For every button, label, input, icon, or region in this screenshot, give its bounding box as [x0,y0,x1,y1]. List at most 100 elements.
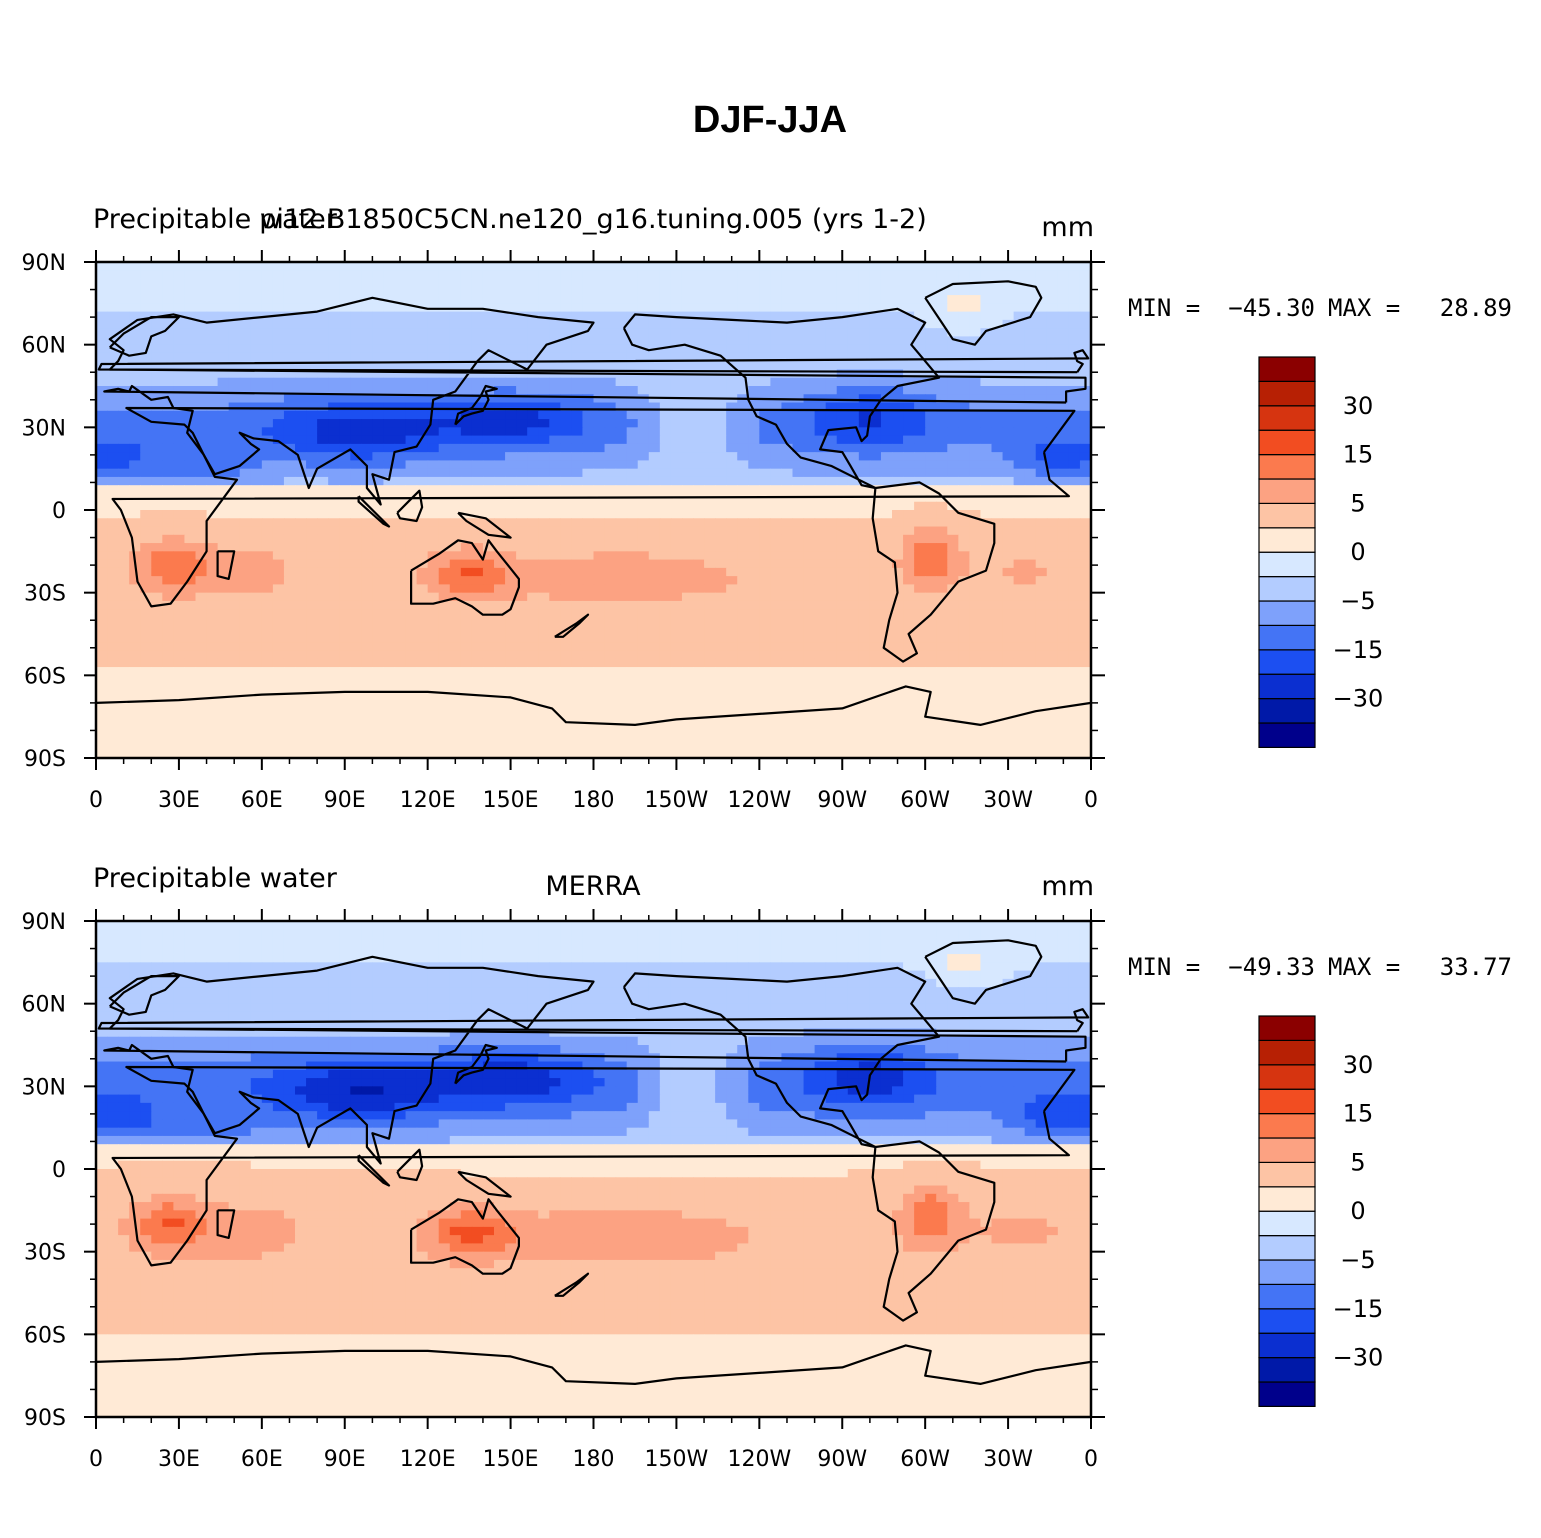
field-cell [272,369,285,379]
field-cell [516,402,528,412]
field-cell [748,534,760,544]
field-cell [96,543,108,552]
field-cell [1046,377,1059,387]
field-cell [438,270,451,280]
field-cell [892,650,904,660]
field-cell [858,600,871,610]
field-cell [494,501,506,511]
field-cell [726,328,738,337]
field-cell [1057,700,1070,709]
field-cell [151,460,163,470]
field-cell [162,295,174,304]
field-cell [306,410,318,420]
field-cell [151,501,163,511]
field-cell [693,567,705,577]
field-cell [306,700,318,709]
field-cell [372,675,385,685]
field-cell [604,691,617,701]
field-cell [250,584,263,594]
field-cell [527,319,539,329]
field-cell [991,667,1004,676]
field-cell [947,427,959,437]
field-cell [704,311,716,321]
field-cell [726,443,738,453]
field-cell [759,501,771,511]
field-cell [604,394,617,404]
field-cell [317,452,329,461]
field-cell [892,642,904,652]
field-cell [1057,336,1070,346]
field-cell [306,286,318,296]
field-cell [637,386,650,395]
field-cell [715,278,727,288]
field-cell [1046,576,1059,585]
field-cell [173,443,186,453]
field-cell [615,352,628,362]
field-cell [770,452,783,461]
field-cell [770,691,783,701]
field-cell [306,369,318,379]
field-cell [825,328,838,337]
field-cell [350,716,362,726]
field-cell [947,526,959,536]
field-cell [892,344,904,354]
field-cell [140,319,152,329]
field-cell [283,700,296,709]
field-cell [803,377,816,387]
field-cell [991,658,1004,668]
field-cell [250,658,263,668]
field-cell [383,435,396,445]
field-cell [681,485,694,495]
field-cell [980,295,993,304]
field-cell [847,501,860,511]
field-cell [339,468,351,478]
field-cell [361,642,373,652]
field-cell [505,270,517,280]
field-cell [781,295,794,304]
field-cell [195,534,208,544]
field-cell [571,361,584,371]
field-cell [648,592,661,602]
field-cell [129,352,141,362]
field-cell [670,419,683,428]
field-cell [328,700,340,709]
field-cell [814,501,827,511]
field-cell [914,295,926,304]
field-cell [825,460,838,470]
field-cell [339,592,351,602]
field-cell [825,683,838,693]
field-cell [1013,468,1026,478]
field-cell [903,600,915,610]
field-cell [295,526,307,536]
field-cell [140,377,152,387]
field-cell [162,386,174,395]
field-cell [250,369,263,379]
field-cell [272,394,285,404]
field-cell [328,501,340,511]
field-cell [693,303,705,313]
field-cell [991,344,1004,354]
field-cell [869,336,882,346]
field-cell [107,650,119,660]
field-cell [460,344,473,354]
field-cell [118,559,130,569]
field-cell [670,518,683,528]
field-cell [107,708,119,718]
field-cell [869,270,882,280]
field-cell [239,675,252,685]
field-cell [792,262,805,271]
field-cell [361,386,373,395]
field-cell [615,526,628,536]
field-cell [549,344,561,354]
field-cell [681,386,694,395]
field-cell [217,567,230,577]
field-cell [693,559,705,569]
field-cell [261,650,274,660]
field-cell [151,328,163,337]
field-cell [383,452,396,461]
field-cell [372,476,385,486]
field-cell [880,634,893,643]
field-cell [715,567,727,577]
field-cell [416,567,429,577]
field-cell [825,361,838,371]
